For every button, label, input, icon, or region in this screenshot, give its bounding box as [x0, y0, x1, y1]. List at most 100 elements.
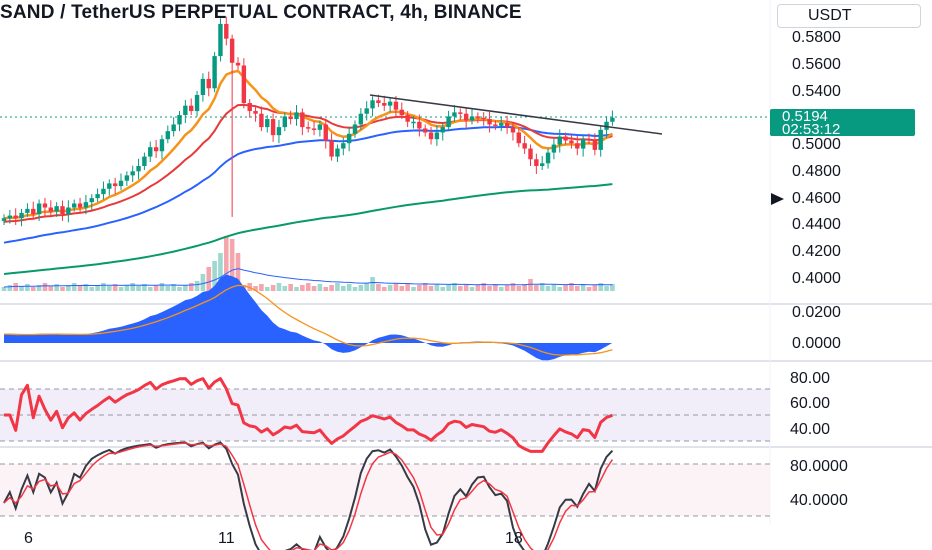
candle-body[interactable] [387, 101, 393, 106]
candle-body[interactable] [247, 103, 252, 112]
candle-body[interactable] [516, 132, 521, 144]
candle-body[interactable] [463, 113, 469, 121]
candle-body[interactable] [434, 132, 440, 140]
candle-body[interactable] [393, 101, 399, 110]
candle-body[interactable] [382, 103, 387, 106]
candle-body[interactable] [341, 143, 346, 149]
candle-body[interactable] [89, 198, 94, 203]
candle-body[interactable] [423, 128, 428, 133]
candle-body[interactable] [60, 206, 65, 215]
candle-body[interactable] [352, 124, 358, 134]
trendline[interactable] [369, 94, 663, 135]
candle-body[interactable] [212, 56, 217, 89]
candle-body[interactable] [159, 139, 165, 152]
candle-body[interactable] [95, 194, 100, 199]
candle-body[interactable] [101, 188, 106, 195]
candle-body[interactable] [493, 124, 498, 126]
candle-body[interactable] [610, 117, 615, 122]
candle-body[interactable] [475, 116, 481, 118]
candle-body[interactable] [19, 212, 24, 219]
candle-body[interactable] [446, 116, 451, 128]
candle-body[interactable] [323, 124, 328, 141]
candle-body[interactable] [36, 203, 42, 215]
candlesticks[interactable] [1, 16, 615, 227]
candle-body[interactable] [557, 136, 562, 145]
candle-body[interactable] [270, 119, 276, 136]
candle-body[interactable] [487, 119, 492, 125]
candle-body[interactable] [112, 183, 118, 187]
candle-body[interactable] [499, 123, 504, 126]
candle-body[interactable] [306, 127, 311, 129]
candle-body[interactable] [118, 180, 124, 187]
candle-body[interactable] [7, 215, 13, 219]
candle-body[interactable] [411, 121, 416, 124]
candle-body[interactable] [165, 131, 170, 140]
candle-body[interactable] [370, 100, 375, 109]
candle-body[interactable] [428, 132, 434, 140]
candle-body[interactable] [504, 123, 510, 128]
candle-body[interactable] [452, 112, 457, 117]
candle-body[interactable] [235, 62, 241, 66]
candle-body[interactable] [83, 202, 89, 208]
candle-body[interactable] [66, 207, 71, 215]
candle-body[interactable] [364, 108, 369, 114]
candle-body[interactable] [42, 203, 48, 208]
candle-body[interactable] [148, 147, 153, 157]
candle-body[interactable] [569, 140, 574, 144]
candle-body[interactable] [604, 121, 609, 130]
candle-body[interactable] [598, 129, 603, 150]
candle-body[interactable] [575, 143, 580, 149]
candle-body[interactable] [189, 105, 194, 112]
candle-body[interactable] [563, 136, 568, 141]
candle-body[interactable] [540, 163, 545, 166]
candle-body[interactable] [206, 78, 211, 89]
candle-body[interactable] [528, 148, 533, 160]
candle-body[interactable] [177, 115, 182, 125]
candle-body[interactable] [458, 112, 463, 114]
candle-body[interactable] [136, 165, 141, 172]
candle-body[interactable] [183, 105, 188, 116]
candle-body[interactable] [580, 139, 586, 149]
currency-selector[interactable]: USDT [777, 4, 921, 28]
candle-body[interactable] [300, 112, 305, 128]
candle-body[interactable] [253, 111, 258, 114]
candle-body[interactable] [440, 127, 445, 133]
candle-body[interactable] [241, 65, 247, 103]
candle-body[interactable] [107, 183, 112, 189]
candle-body[interactable] [376, 100, 381, 103]
candle-body[interactable] [282, 116, 287, 128]
candle-body[interactable] [510, 127, 516, 133]
candle-body[interactable] [405, 115, 410, 122]
candle-body[interactable] [288, 116, 293, 120]
candle-body[interactable] [522, 143, 527, 149]
candle-body[interactable] [130, 171, 135, 176]
candle-body[interactable] [200, 78, 206, 95]
candle-body[interactable] [346, 133, 352, 144]
candle-body[interactable] [276, 127, 282, 136]
candle-body[interactable] [592, 140, 598, 150]
candle-body[interactable] [142, 156, 147, 166]
candle-body[interactable] [317, 124, 323, 130]
candle-body[interactable] [54, 206, 59, 212]
candle-body[interactable] [25, 208, 30, 213]
candle-body[interactable] [72, 203, 77, 208]
candle-body[interactable] [358, 113, 364, 125]
candle-body[interactable] [259, 113, 264, 128]
candle-body[interactable] [311, 128, 317, 130]
candle-body[interactable] [265, 119, 270, 128]
candle-body[interactable] [1, 218, 7, 221]
candle-body[interactable] [329, 140, 334, 157]
candle-body[interactable] [194, 94, 200, 112]
candle-body[interactable] [153, 147, 159, 152]
price-alert-marker-icon[interactable] [771, 193, 784, 205]
candle-body[interactable] [171, 124, 176, 132]
candle-body[interactable] [31, 208, 36, 215]
candle-body[interactable] [534, 159, 539, 166]
candle-body[interactable] [335, 148, 340, 157]
candle-body[interactable] [218, 23, 223, 57]
candle-body[interactable] [124, 175, 130, 181]
candle-body[interactable] [551, 144, 557, 153]
candle-body[interactable] [545, 152, 551, 164]
candle-body[interactable] [469, 116, 475, 121]
